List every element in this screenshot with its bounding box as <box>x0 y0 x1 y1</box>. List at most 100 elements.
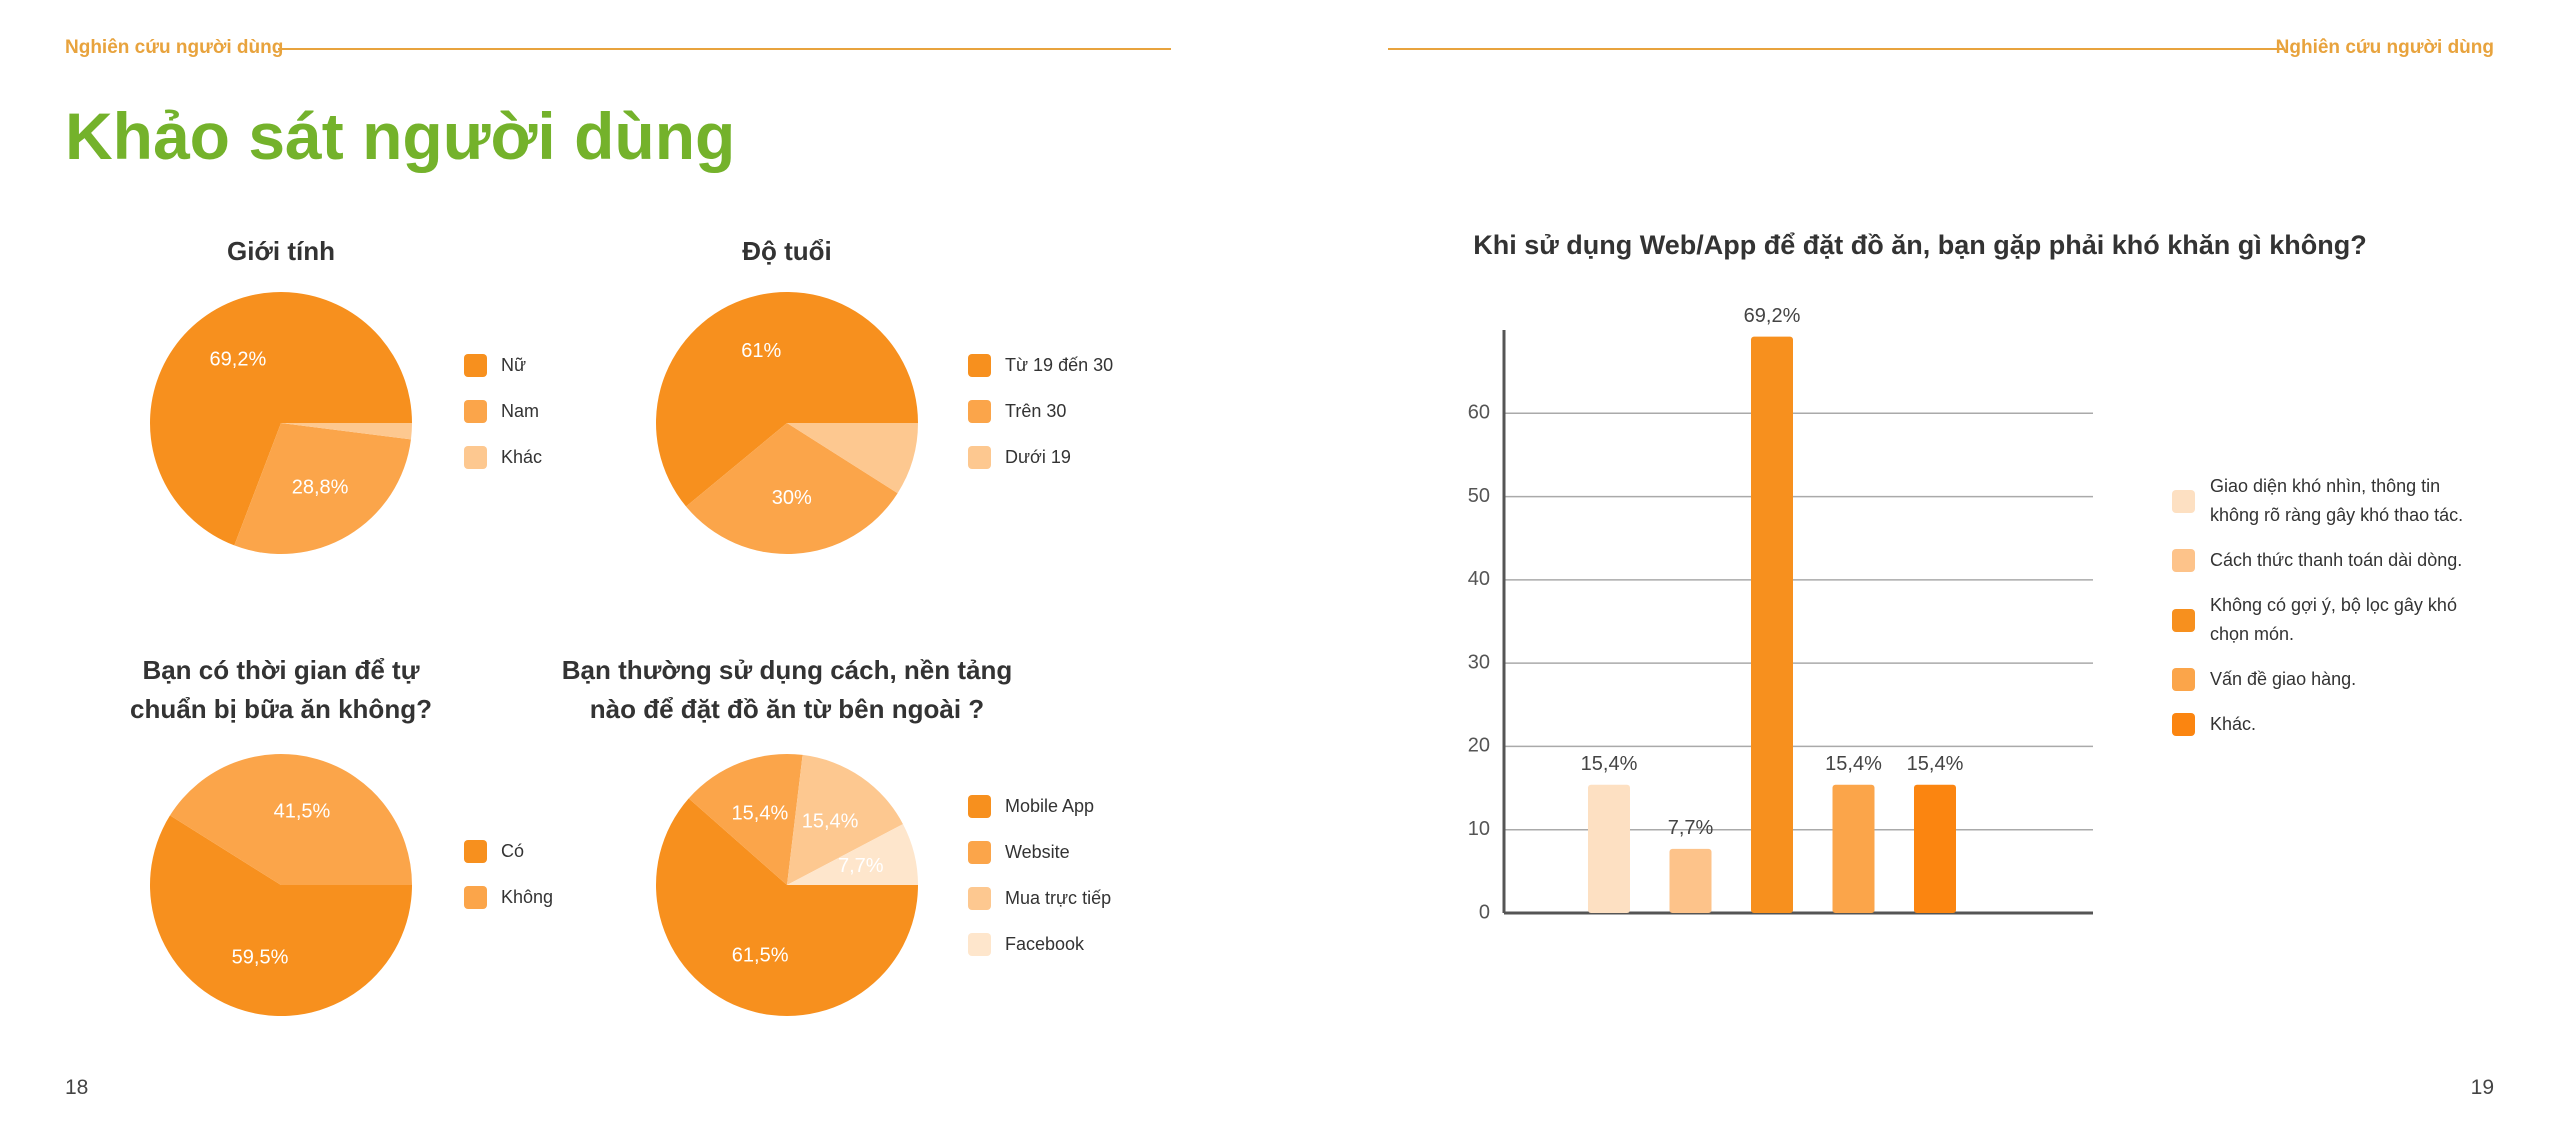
pie-slice <box>170 754 412 885</box>
legend-swatch <box>464 399 487 423</box>
page-number: 18 <box>65 1076 89 1099</box>
header-left: Nghiên cứu người dùng <box>65 37 284 58</box>
slice-label: 15,4% <box>802 811 859 833</box>
legend: Từ 19 đến 30 Trên 30 Dưới 19 <box>968 353 1113 469</box>
legend-swatch <box>968 840 991 864</box>
pie-slice <box>656 798 918 1016</box>
legend-item: Không có gợi ý, bộ lọc gây khó chọn món. <box>2172 591 2482 649</box>
legend-label: Giao diện khó nhìn, thông tin không rõ r… <box>2210 476 2464 525</box>
bar-label: 69,2% <box>1744 305 1801 327</box>
pie-slice <box>787 824 919 885</box>
legend-swatch <box>2172 549 2195 572</box>
bar-label: 7,7% <box>1668 817 1714 839</box>
legend-label: Từ 19 đến 30 <box>1005 354 1114 375</box>
y-tick-label: 50 <box>1468 485 1490 507</box>
legend-swatch <box>464 885 487 909</box>
y-tick-label: 40 <box>1468 568 1490 590</box>
pie-slice <box>234 423 411 554</box>
pie-slice <box>150 815 412 1017</box>
slice-label: 28,8% <box>292 476 349 498</box>
legend-item: Giao diện khó nhìn, thông tin không rõ r… <box>2172 472 2482 530</box>
slice-label: 15,4% <box>732 802 789 824</box>
legend-swatch <box>968 353 991 377</box>
legend-item: Dưới 19 <box>968 445 1113 469</box>
slice-label: 41,5% <box>274 800 331 822</box>
legend-item: Cách thức thanh toán dài dòng. <box>2172 546 2482 575</box>
bar <box>1832 784 1875 913</box>
chart-title: Bạn thường sử dụng cách, nền tảng nào để… <box>561 655 1013 724</box>
legend-item: Khác. <box>2172 710 2482 739</box>
slice-label: 61,5% <box>732 944 789 966</box>
header-right: Nghiên cứu người dùng <box>2275 37 2494 58</box>
y-tick-label: 0 <box>1479 901 1490 923</box>
legend-swatch <box>464 445 487 469</box>
page-title: Khảo sát người dùng <box>65 99 736 173</box>
bar <box>1669 848 1712 913</box>
legend-swatch <box>464 353 487 377</box>
bar-label: 15,4% <box>1581 753 1638 775</box>
slice-label: 59,5% <box>232 946 289 968</box>
chart-title: Khi sử dụng Web/App để đặt đồ ăn, bạn gặ… <box>1473 230 2367 260</box>
legend-label: Dưới 19 <box>1005 446 1071 467</box>
y-tick-label: 20 <box>1468 735 1490 757</box>
pie-slice <box>281 423 412 440</box>
legend-label: Facebook <box>1005 933 1085 954</box>
legend-item: Không <box>464 885 553 909</box>
legend: Có Không <box>464 839 553 909</box>
bar-label: 15,4% <box>1907 753 1964 775</box>
pie-slice <box>787 423 918 494</box>
legend-swatch <box>464 839 487 863</box>
legend-swatch <box>2172 608 2195 632</box>
legend-swatch <box>968 886 991 910</box>
legend-label: Mua trực tiếp <box>1005 887 1112 908</box>
legend: Mobile App Website Mua trực tiếp Facebook <box>968 794 1111 956</box>
slice-label: 69,2% <box>210 349 267 371</box>
legend-label: Trên 30 <box>1005 400 1067 421</box>
slice-label: 30% <box>772 487 812 509</box>
legend-label: Không <box>501 886 554 907</box>
page-number: 19 <box>2470 1076 2494 1099</box>
legend-item: Khác <box>464 445 542 469</box>
pie-slice <box>656 292 918 507</box>
legend-label: Vấn đề giao hàng. <box>2210 669 2357 689</box>
chart-title: Độ tuổi <box>742 236 832 266</box>
bar <box>1588 784 1630 913</box>
legend: Giao diện khó nhìn, thông tin không rõ r… <box>2172 472 2482 739</box>
legend-swatch <box>968 399 991 423</box>
legend-item: Từ 19 đến 30 <box>968 353 1113 377</box>
legend-label: Mobile App <box>1005 795 1095 816</box>
legend-item: Trên 30 <box>968 399 1113 423</box>
legend-item: Mobile App <box>968 794 1111 818</box>
y-tick-label: 60 <box>1468 402 1490 424</box>
legend-label: Khác <box>501 446 543 467</box>
legend-label: Khác. <box>2210 714 2257 734</box>
legend-item: Có <box>464 839 553 863</box>
legend-swatch <box>968 445 991 469</box>
pie-slice <box>688 754 803 885</box>
y-tick-label: 30 <box>1468 651 1490 673</box>
slice-label: 61% <box>741 340 781 362</box>
pie-slice <box>686 423 898 554</box>
legend: Nữ Nam Khác <box>464 353 542 469</box>
header-rule <box>1388 48 2283 50</box>
chart-title: Bạn có thời gian để tự chuẩn bị bữa ăn k… <box>130 655 432 724</box>
legend-item: Nam <box>464 399 542 423</box>
legend-swatch <box>968 932 991 956</box>
legend-label: Nam <box>501 400 540 421</box>
bar-label: 15,4% <box>1825 753 1882 775</box>
legend-label: Nữ <box>501 354 527 375</box>
y-tick-label: 10 <box>1468 818 1490 840</box>
legend-item: Facebook <box>968 932 1111 956</box>
chart-title: Giới tính <box>226 236 336 266</box>
legend-item: Mua trực tiếp <box>968 886 1111 910</box>
pie-slice <box>787 754 903 885</box>
legend-label: Không có gợi ý, bộ lọc gây khó chọn món. <box>2210 595 2457 644</box>
bar <box>1914 784 1956 913</box>
header-rule <box>278 48 1171 50</box>
legend-item: Nữ <box>464 353 542 377</box>
legend-item: Website <box>968 840 1111 864</box>
legend-swatch <box>968 794 991 818</box>
legend-swatch <box>2172 668 2195 691</box>
